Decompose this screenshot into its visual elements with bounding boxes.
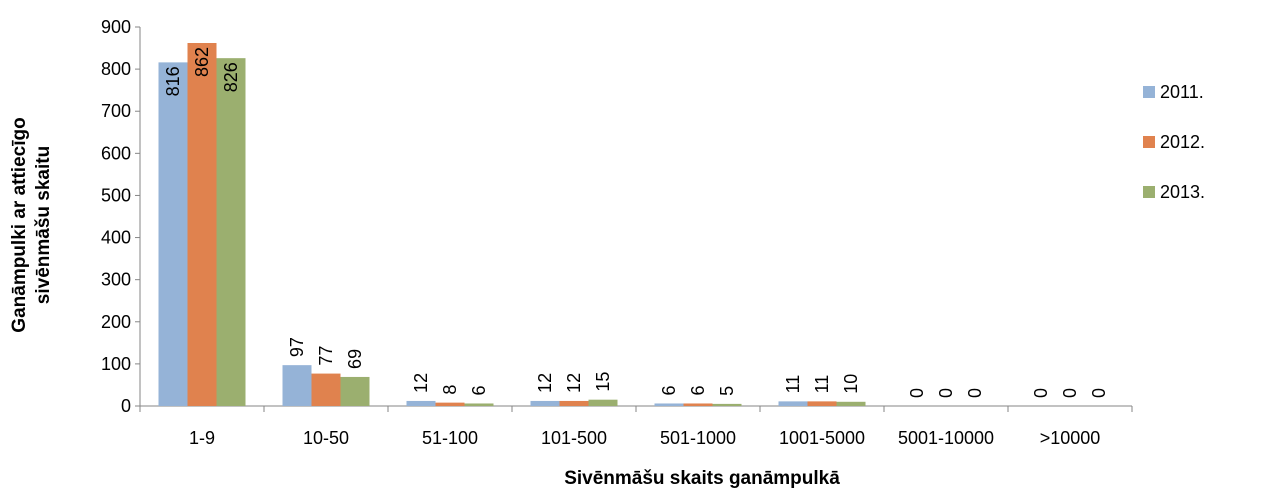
data-label: 0 <box>965 388 985 398</box>
data-label: 15 <box>593 372 613 392</box>
y-tick-label: 600 <box>101 143 131 163</box>
bar <box>778 401 808 406</box>
data-label: 6 <box>688 385 708 395</box>
legend-label: 2012. <box>1160 132 1205 152</box>
bar <box>807 401 837 406</box>
y-axis-title: Ganāmpulki ar attiecīgo sivēnmāšu skaitu <box>9 117 54 332</box>
x-tick-label: 10-50 <box>303 428 349 448</box>
x-tick-label: 1001-5000 <box>779 428 865 448</box>
bar <box>559 400 589 406</box>
y-tick-label: 900 <box>101 17 131 37</box>
data-label: 0 <box>907 388 927 398</box>
y-axis-title-line-2: sivēnmāšu skaitu <box>33 146 54 304</box>
data-label: 11 <box>812 375 832 394</box>
data-label: 0 <box>1031 388 1051 398</box>
x-axis-title: Sivēnmāšu skaits ganāmpulkā <box>564 468 840 489</box>
bar <box>588 399 618 406</box>
legend-label: 2013. <box>1160 182 1205 202</box>
bar <box>187 43 217 406</box>
bar <box>340 376 370 406</box>
x-tick-label: 101-500 <box>541 428 607 448</box>
data-label: 0 <box>936 388 956 398</box>
y-tick-label: 200 <box>101 312 131 332</box>
legend: 2011. 2012. 2013. <box>1143 82 1205 202</box>
data-label: 862 <box>192 47 212 77</box>
bar <box>530 400 560 406</box>
y-tick-label: 800 <box>101 59 131 79</box>
data-label: 97 <box>287 337 307 357</box>
data-label: 826 <box>221 62 241 92</box>
data-label: 12 <box>535 373 555 393</box>
y-axis-title-line-1: Ganāmpulki ar attiecīgo <box>9 117 30 332</box>
x-tick-label: 1-9 <box>189 428 215 448</box>
y-tick-label: 400 <box>101 228 131 248</box>
bar <box>406 400 436 406</box>
bars <box>158 43 866 407</box>
bar <box>435 402 465 406</box>
bar <box>836 401 866 406</box>
legend-label: 2011. <box>1160 82 1204 102</box>
data-label: 816 <box>163 66 183 96</box>
bar <box>464 403 494 406</box>
legend-swatch <box>1143 86 1155 98</box>
x-tick-label: 51-100 <box>422 428 478 448</box>
data-label: 6 <box>659 385 679 395</box>
y-axis: 0 100 200 300 400 500 600 700 800 900 <box>101 17 141 416</box>
x-axis: 1-9 10-50 51-100 101-500 501-1000 1001-5000 50… <box>139 405 1133 448</box>
data-label: 12 <box>564 373 584 393</box>
bar <box>683 403 713 406</box>
x-tick-label: 501-1000 <box>660 428 736 448</box>
bar <box>216 58 246 406</box>
y-tick-label: 100 <box>101 354 131 374</box>
bar <box>654 403 684 406</box>
legend-swatch <box>1143 186 1155 198</box>
data-label: 77 <box>316 346 336 366</box>
data-label: 12 <box>411 373 431 393</box>
data-label: 6 <box>469 385 489 395</box>
data-label: 69 <box>345 349 365 369</box>
bar <box>311 373 341 406</box>
bar <box>158 62 188 407</box>
y-tick-label: 0 <box>121 396 131 416</box>
y-tick-label: 500 <box>101 185 131 205</box>
x-tick-label: >10000 <box>1040 428 1101 448</box>
bar <box>282 365 312 406</box>
data-label: 8 <box>440 385 460 395</box>
data-label: 0 <box>1060 388 1080 398</box>
legend-swatch <box>1143 136 1155 148</box>
y-tick-label: 700 <box>101 101 131 121</box>
y-tick-label: 300 <box>101 270 131 290</box>
data-label: 11 <box>783 375 803 394</box>
data-label: 10 <box>841 374 861 394</box>
bar <box>712 403 742 406</box>
x-tick-label: 5001-10000 <box>898 428 994 448</box>
data-label: 0 <box>1089 388 1109 398</box>
data-label: 5 <box>717 386 737 396</box>
